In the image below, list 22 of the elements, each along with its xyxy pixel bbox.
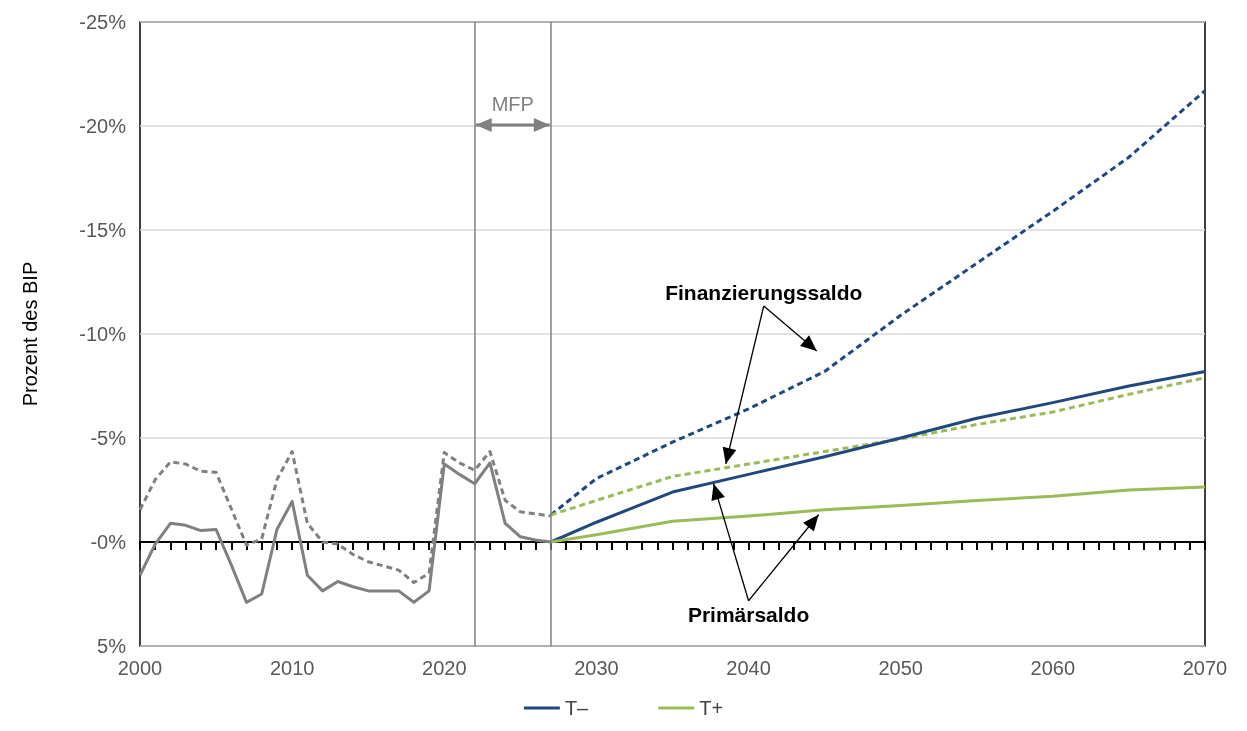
annotation: Finanzierungssaldo <box>665 280 863 304</box>
y-tick-label: 5% <box>97 635 127 657</box>
y-tick-label: -20% <box>79 115 127 137</box>
x-tick-label: 2010 <box>269 657 315 679</box>
x-tick-label: 2030 <box>574 657 619 679</box>
legend-label: T– <box>564 697 590 719</box>
x-tick-label: 2070 <box>1182 657 1228 679</box>
annotation: Primärsaldo <box>687 603 810 627</box>
y-tick-label: -5% <box>90 427 127 449</box>
x-tick-label: 2020 <box>422 657 467 679</box>
x-tick-label: 2050 <box>878 657 923 679</box>
x-tick-label: 2000 <box>117 657 163 679</box>
y-tick-label: -10% <box>79 323 127 345</box>
x-tick-label: 2060 <box>1030 657 1076 679</box>
y-tick-label: -0% <box>90 531 127 553</box>
line-series <box>549 485 1207 544</box>
x-tick-label: 2040 <box>726 657 771 679</box>
annotation: MFP <box>491 93 534 115</box>
legend-label: T+ <box>699 697 724 719</box>
y-tick-label: -15% <box>79 219 127 241</box>
y-tick-label: -25% <box>79 11 127 33</box>
y-axis-title: Prozent des BIP <box>19 261 41 407</box>
